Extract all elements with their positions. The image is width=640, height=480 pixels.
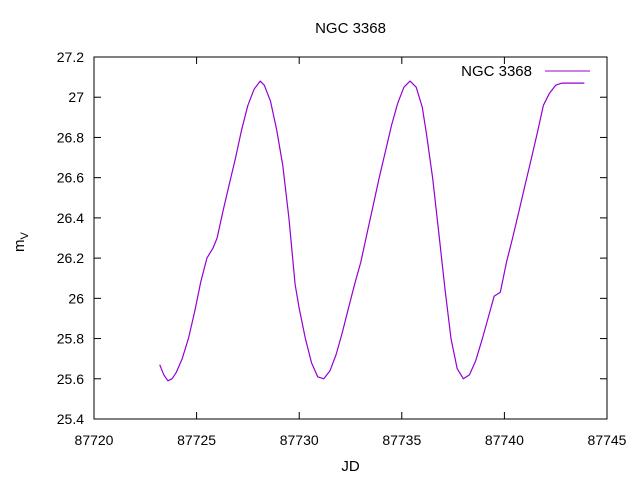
legend: NGC 3368 xyxy=(461,63,590,80)
y-tick-label: 26.2 xyxy=(57,250,84,266)
y-axis-label: mV xyxy=(11,232,31,253)
plot-frame xyxy=(93,56,608,420)
series-line xyxy=(159,80,585,382)
y-tick-label: 26.6 xyxy=(57,170,84,186)
chart-title: NGC 3368 xyxy=(315,20,386,37)
y-axis-label-main: m xyxy=(11,240,28,253)
legend-label: NGC 3368 xyxy=(461,63,532,80)
y-tick-label: 26.8 xyxy=(57,129,84,145)
x-tick-label: 87725 xyxy=(177,432,216,448)
y-tick-label: 27 xyxy=(68,89,84,105)
x-tick-label: 87745 xyxy=(588,432,627,448)
x-axis-label: JD xyxy=(341,458,360,475)
y-tick-label: 25.4 xyxy=(57,411,84,427)
x-tick-label: 87730 xyxy=(280,432,319,448)
y-tick-label: 25.6 xyxy=(57,371,84,387)
tick-labels: 87720 87725 87730 87735 87740 87745 25.4 25.6 25… xyxy=(57,49,627,448)
x-tick-label: 87735 xyxy=(382,432,421,448)
x-tick-label: 87740 xyxy=(485,432,524,448)
y-axis-label-subscript: V xyxy=(19,232,31,240)
y-tick-label: 27.2 xyxy=(57,49,84,65)
y-tick-label: 26 xyxy=(68,290,84,306)
series-layer xyxy=(159,80,585,382)
x-tick-label: 87720 xyxy=(75,432,114,448)
y-tick-label: 26.4 xyxy=(57,210,84,226)
y-tick-label: 25.8 xyxy=(57,331,84,347)
